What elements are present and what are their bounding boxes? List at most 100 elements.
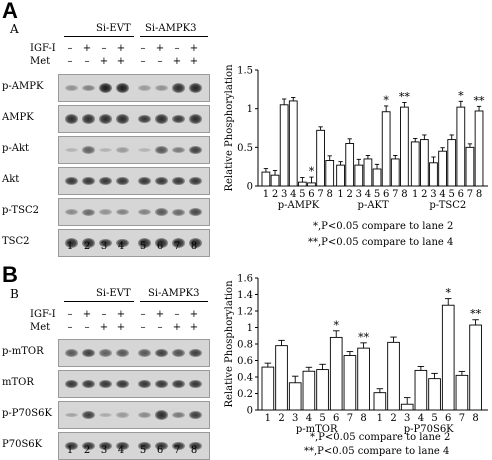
lane-tick-label: 1 — [265, 413, 271, 424]
bar — [261, 171, 271, 187]
blot-band — [171, 349, 185, 357]
blot-band — [98, 114, 112, 124]
bar — [400, 403, 414, 411]
lane-number: 6 — [156, 445, 164, 456]
condition-sign: – — [140, 56, 146, 67]
blot-band — [64, 441, 78, 451]
blot-band — [81, 410, 95, 420]
blot-band — [81, 348, 95, 358]
bar — [307, 182, 316, 187]
blot-label: p-AMPK — [2, 81, 44, 92]
chart-b-legend-1: *,P<0.05 compare to lane 2 — [310, 432, 451, 443]
bar — [372, 168, 382, 187]
blot-band — [154, 238, 168, 248]
lane-number: 8 — [190, 445, 198, 456]
group-label-si-ampk3: Si-AMPK3 — [145, 23, 197, 34]
blot-band — [188, 207, 202, 217]
lane-tick-label: 2 — [421, 189, 427, 200]
blot-strip — [58, 432, 210, 460]
blot-band — [188, 83, 202, 93]
blot-label: p-Akt — [2, 143, 30, 154]
bar — [357, 347, 370, 411]
blot-band — [137, 114, 151, 124]
group-label-si-evt: Si-EVT — [96, 23, 131, 34]
bar — [469, 324, 482, 411]
condition-sign: + — [189, 56, 199, 67]
blot-band — [81, 84, 95, 92]
bar — [456, 106, 466, 187]
blot-band — [171, 83, 185, 93]
blot-strip — [58, 339, 210, 367]
lane-number: 4 — [117, 241, 125, 252]
blot-band — [154, 146, 168, 154]
significance-mark: ** — [399, 90, 411, 103]
lane-tick-label: 5 — [319, 413, 325, 424]
blot-band — [188, 176, 202, 186]
blot-band — [188, 379, 202, 389]
condition-sign: + — [99, 56, 109, 67]
blot-label: P70S6K — [2, 439, 43, 450]
lane-tick-label: 7 — [459, 413, 465, 424]
blot-band — [171, 411, 185, 419]
lane-number: 2 — [83, 445, 91, 456]
blot-band — [154, 410, 168, 420]
blot-strip — [58, 74, 210, 102]
y-axis-label: Relative Phosphorylation — [224, 64, 235, 192]
y-tick-label: 0.2 — [237, 389, 253, 400]
lane-tick-label: 4 — [439, 189, 445, 200]
bar — [465, 146, 475, 187]
lane-tick-label: 3 — [281, 189, 287, 200]
lane-number: 3 — [100, 445, 108, 456]
bar — [354, 164, 364, 187]
bar — [441, 304, 455, 411]
blot-strip — [58, 136, 210, 164]
lane-number: 5 — [139, 241, 147, 252]
condition-sign: + — [116, 322, 126, 333]
blot-label: TSC2 — [2, 236, 30, 247]
panel-a-subletter: A — [10, 22, 19, 36]
condition-label: IGF-I — [30, 309, 56, 320]
lane-number: 7 — [173, 241, 181, 252]
condition-sign: – — [140, 322, 146, 333]
panel-a-letter: A — [2, 0, 18, 23]
group-underline-si-ampk3-b — [140, 301, 208, 302]
lane-number: 4 — [117, 445, 125, 456]
blot-band — [171, 441, 185, 451]
lane-tick-label: 7 — [392, 189, 398, 200]
lane-tick-label: 8 — [472, 413, 478, 424]
blot-strip — [58, 198, 210, 226]
blot-band — [154, 208, 168, 216]
chart-a-legend-1: *,P<0.05 compare to lane 2 — [313, 221, 454, 232]
bar — [474, 110, 484, 187]
lane-tick-label: 8 — [476, 189, 482, 200]
blot-band — [81, 208, 95, 216]
significance-mark: * — [333, 319, 339, 332]
blot-band — [154, 348, 168, 358]
blot-label: mTOR — [2, 377, 34, 388]
y-tick-label: 0 — [247, 182, 253, 193]
bar — [261, 366, 275, 411]
blot-band — [137, 238, 151, 248]
significance-mark: * — [309, 165, 315, 178]
blot-band — [115, 412, 129, 418]
blot-label: AMPK — [2, 112, 34, 123]
bar — [325, 160, 335, 187]
condition-label: IGF-I — [30, 43, 56, 54]
group-label-si-evt-b: Si-EVT — [96, 288, 131, 299]
lane-tick-label: 6 — [308, 189, 314, 200]
blot-strip — [58, 401, 210, 429]
significance-mark: * — [458, 89, 464, 102]
condition-label: Met — [30, 56, 51, 67]
lane-tick-label: 7 — [347, 413, 353, 424]
blot-band — [64, 114, 78, 124]
panel-b-subletter: B — [10, 287, 19, 301]
blot-strip — [58, 229, 210, 257]
condition-sign: + — [172, 322, 182, 333]
blot-band — [171, 208, 185, 216]
bar — [428, 378, 441, 411]
group-label: p-TSC2 — [429, 200, 466, 211]
bar — [373, 392, 387, 411]
condition-sign: + — [82, 43, 92, 54]
condition-sign: – — [84, 322, 90, 333]
